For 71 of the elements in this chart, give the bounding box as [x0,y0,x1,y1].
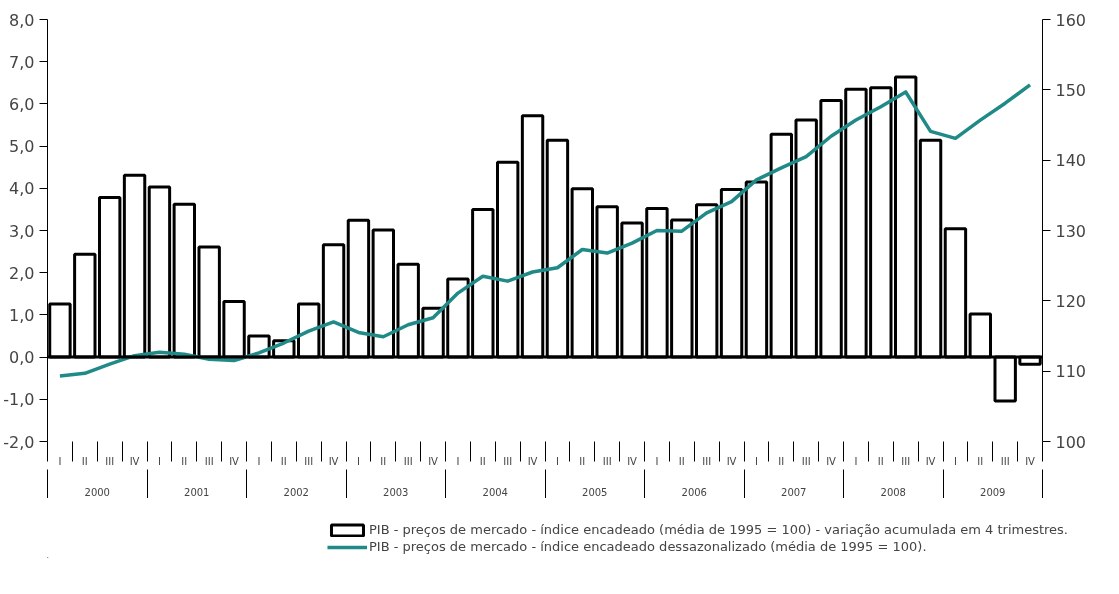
x-tick-label: I [356,455,360,467]
y2-tick-label: 160 [1055,10,1087,30]
x-tick-label: IV [229,455,240,467]
y-tick-label: 7,0 [9,52,35,72]
x-tick-label: IV [428,455,439,467]
x-tick-label: I [157,455,161,467]
x-tick-label: I [854,455,858,467]
x-tick-label: III [304,455,314,467]
x-tick-label: II [380,455,387,467]
x-tick-label: IV [826,455,837,467]
x-tick-label: II [778,455,785,467]
x-tick-label: III [801,455,811,467]
y-tick-label: 1,0 [9,305,35,325]
x-tick-label: I [456,455,460,467]
y2-tick-label: 110 [1055,362,1087,382]
text: 2008 [880,486,906,498]
x-tick-label: II [280,455,287,467]
x-tick-label: III [901,455,911,467]
legend-label: PIB - preços de mercado - índice encadeado dessazonalizado (média de 1995 = 100). [368,539,927,554]
y2-tick-label: 140 [1055,151,1087,171]
y-tick-label: 8,0 [9,10,35,30]
x-tick-label: III [503,455,513,467]
text: 2009 [980,486,1006,498]
x-tick-label: I [555,455,559,467]
x-tick-label: IV [925,455,936,467]
x-tick-label: IV [1025,455,1036,467]
y-tick-label: 5,0 [9,137,35,157]
text: 2007 [781,486,807,498]
y-tick-label: 3,0 [9,221,35,241]
y-tick-label: -1,0 [3,390,35,410]
x-tick-label: II [877,455,884,467]
text: 2000 [84,486,110,498]
x-tick-label: II [977,455,984,467]
x-tick-label: IV [129,455,140,467]
legend-label: PIB - preços de mercado - índice encadeado (média de 1995 = 100) - variação acumulada em 4 trimestres. [368,522,1068,537]
y-tick-label: 2,0 [9,263,35,283]
x-tick-label: III [1000,455,1010,467]
x-tick-label: IV [328,455,339,467]
x-tick-label: III [204,455,214,467]
x-tick-label: I [754,455,758,467]
text: 2005 [582,486,608,498]
text: 2002 [283,486,309,498]
y2-tick-label: 130 [1055,221,1087,241]
x-tick-label: I [655,455,659,467]
x-tick-label: I [58,455,62,467]
x-tick-label: II [479,455,486,467]
x-tick-label: III [702,455,712,467]
y-tick-label: -2,0 [3,432,35,452]
text: 2001 [184,486,210,498]
x-tick-label: II [579,455,586,467]
y2-tick-label: 150 [1055,80,1087,100]
x-tick-label: II [81,455,88,467]
x-tick-label: II [678,455,685,467]
x-tick-label: IV [627,455,638,467]
x-tick-label: III [403,455,413,467]
y2-tick-label: 120 [1055,291,1087,311]
x-tick-label: I [257,455,261,467]
line-series [58,83,1032,378]
y-tick-label: 0,0 [9,348,35,368]
text: 2006 [681,486,707,498]
x-tick-label: III [105,455,115,467]
x-tick-label: II [181,455,188,467]
x-tick-label: IV [527,455,538,467]
text: 2003 [383,486,409,498]
y-tick-label: 4,0 [9,179,35,199]
text: 2004 [482,486,508,498]
y2-tick-label: 100 [1055,432,1087,452]
x-tick-label: I [953,455,957,467]
y-tick-label: 6,0 [9,94,35,114]
x-tick-label: IV [726,455,737,467]
x-tick-label: III [602,455,612,467]
